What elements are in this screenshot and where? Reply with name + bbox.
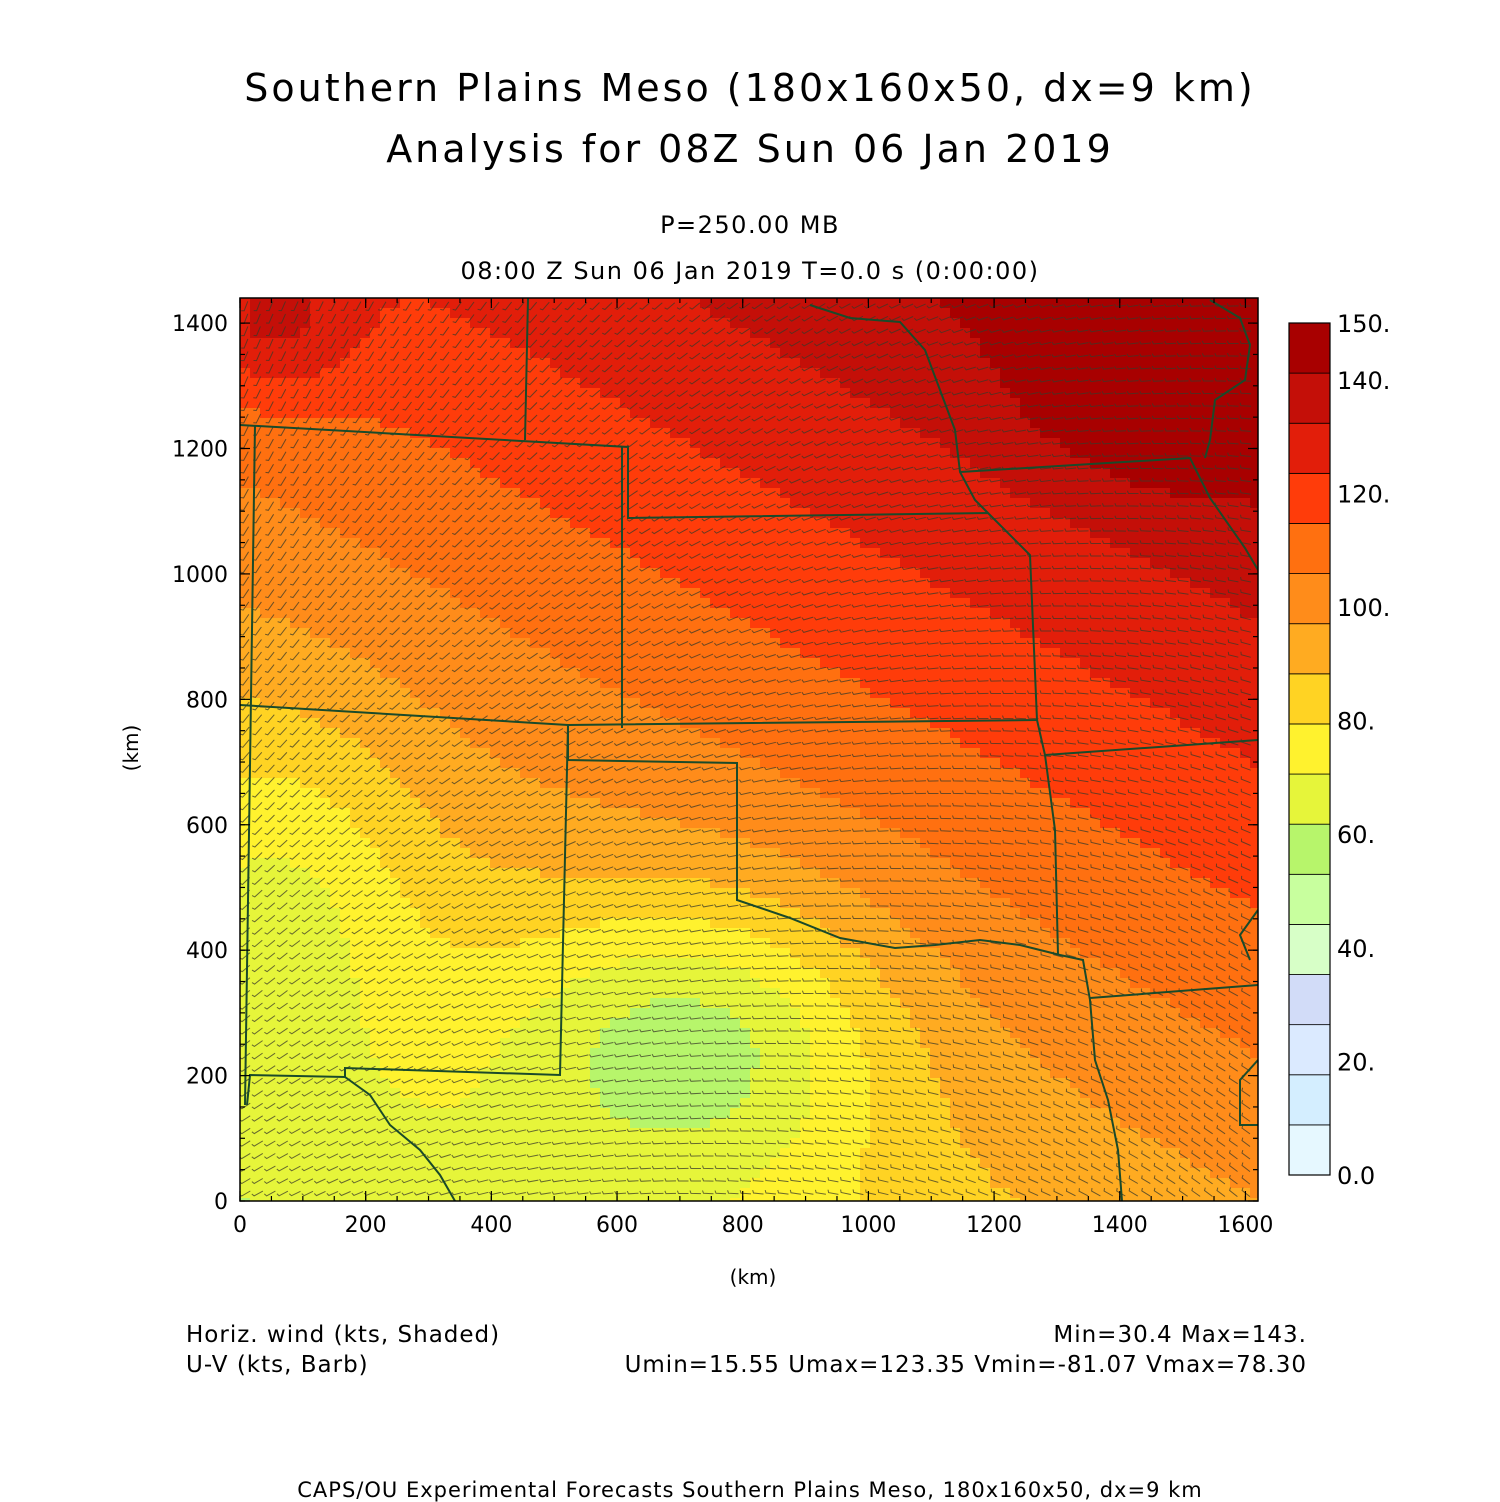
colorbar-swatch — [1289, 674, 1330, 724]
min-max-stats: Min=30.4 Max=143. — [1053, 1322, 1307, 1348]
legend-shaded: Horiz. wind (kts, Shaded) — [186, 1322, 500, 1348]
x-tick-label: 600 — [596, 1213, 638, 1238]
colorbar-label: 140. — [1337, 367, 1390, 395]
uv-stats: Umin=15.55 Umax=123.35 Vmin=-81.07 Vmax=… — [625, 1352, 1307, 1378]
y-axis-label: (km) — [119, 725, 143, 772]
colorbar-label: 100. — [1337, 594, 1390, 622]
x-tick-label: 0 — [233, 1213, 247, 1238]
colorbar-swatch — [1289, 975, 1330, 1025]
colorbar-swatch — [1289, 924, 1330, 974]
x-tick-label: 200 — [345, 1213, 387, 1238]
colorbar-label: 40. — [1337, 935, 1375, 963]
y-tick-label: 800 — [186, 688, 228, 713]
colorbar-swatch — [1289, 423, 1330, 473]
colorbar-label: 120. — [1337, 480, 1390, 508]
y-tick-label: 400 — [186, 939, 228, 964]
credit-line: CAPS/OU Experimental Forecasts Southern … — [0, 1478, 1500, 1502]
colorbar-swatch — [1289, 774, 1330, 824]
y-tick-label: 200 — [186, 1065, 228, 1090]
x-tick-label: 1000 — [840, 1213, 896, 1238]
colorbar-swatch — [1289, 724, 1330, 774]
colorbar-swatch — [1289, 373, 1330, 423]
x-tick-label: 400 — [470, 1213, 512, 1238]
colorbar-swatch — [1289, 874, 1330, 924]
colorbar-swatch — [1289, 1125, 1330, 1175]
y-tick-label: 1400 — [172, 312, 228, 337]
y-tick-label: 1200 — [172, 438, 228, 463]
legend-barb: U-V (kts, Barb) — [186, 1352, 369, 1378]
colorbar-swatch — [1289, 523, 1330, 573]
colorbar — [1289, 323, 1330, 1175]
colorbar-swatch — [1289, 574, 1330, 624]
x-axis-label: (km) — [730, 1265, 777, 1289]
y-tick-label: 1000 — [172, 563, 228, 588]
colorbar-swatch — [1289, 624, 1330, 674]
colorbar-swatch — [1289, 473, 1330, 523]
colorbar-label: 20. — [1337, 1048, 1375, 1076]
y-tick-label: 0 — [214, 1190, 228, 1215]
colorbar-swatch — [1289, 1075, 1330, 1125]
colorbar-swatch — [1289, 824, 1330, 874]
x-tick-label: 1400 — [1092, 1213, 1148, 1238]
colorbar-label: 60. — [1337, 821, 1375, 849]
x-tick-label: 800 — [722, 1213, 764, 1238]
colorbar-label: 80. — [1337, 708, 1375, 736]
x-tick-label: 1200 — [966, 1213, 1022, 1238]
y-tick-label: 600 — [186, 814, 228, 839]
colorbar-label: 150. — [1337, 310, 1390, 338]
colorbar-label: 0.0 — [1337, 1162, 1375, 1190]
colorbar-swatch — [1289, 1025, 1330, 1075]
x-tick-label: 1600 — [1217, 1213, 1273, 1238]
colorbar-swatch — [1289, 323, 1330, 373]
